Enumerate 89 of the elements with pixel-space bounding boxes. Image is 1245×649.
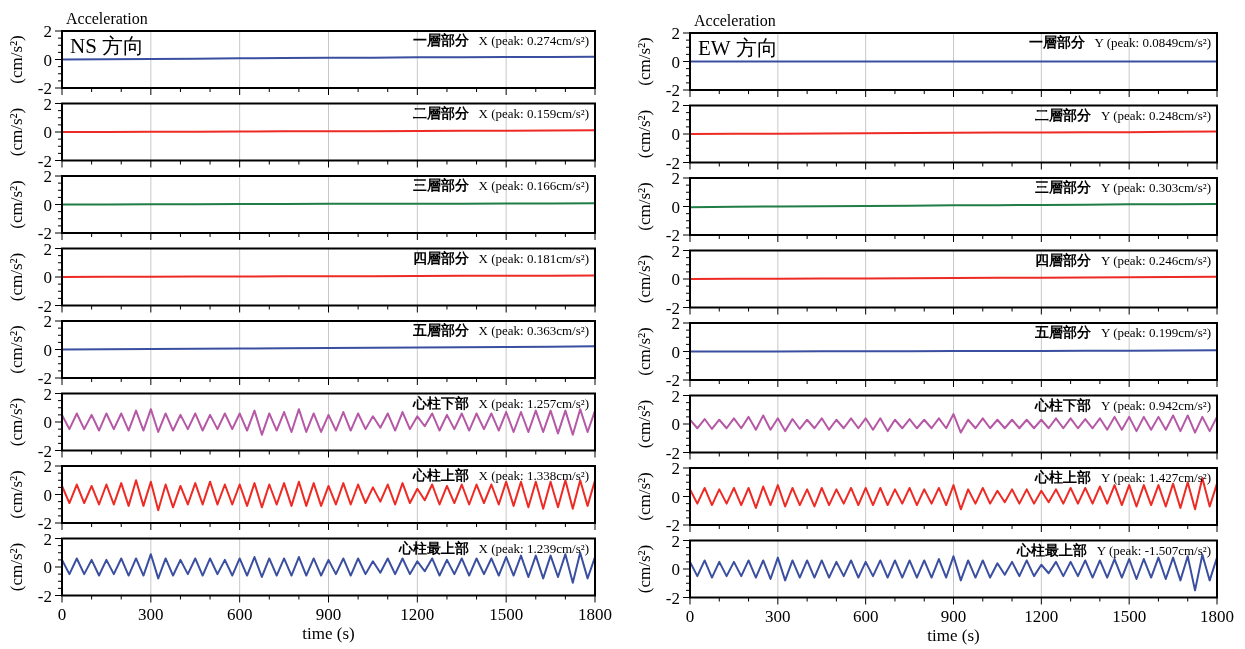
x-tick-label: 900	[315, 604, 342, 624]
annotation: X (peak: 1.239cm/s²)	[478, 540, 589, 556]
x-tick-label: 0	[57, 604, 67, 624]
y-axis-title: (cm/s²)	[7, 470, 26, 519]
annotation: Y (peak: 0.199cm/s²)	[1101, 325, 1211, 340]
y-tick-label: 0	[43, 413, 52, 432]
x-tick-label: 0	[685, 606, 695, 626]
y-axis-title: (cm/s²)	[7, 252, 26, 302]
annotation: X (peak: 0.274cm/s²)	[478, 33, 589, 48]
annotation: 三層部分	[1035, 179, 1093, 195]
y-axis-title: (cm/s²)	[7, 180, 26, 229]
annotation: X (peak: 0.181cm/s²)	[478, 250, 589, 266]
y-axis-title: (cm/s²)	[7, 35, 26, 84]
y-axis-title: (cm/s²)	[7, 325, 26, 374]
annotation: 心柱最上部	[397, 539, 469, 556]
annotation: X (peak: 0.159cm/s²)	[478, 105, 589, 121]
annotation: Y (peak: 0.942cm/s²)	[1101, 397, 1211, 413]
chart-title: Acceleration	[694, 12, 776, 29]
annotation: 五層部分	[1034, 324, 1093, 340]
x-tick-label: 1200	[400, 604, 435, 624]
annotation: 四層部分	[1035, 251, 1093, 268]
y-tick-label: 0	[671, 342, 680, 362]
x-tick-label: 1500	[489, 604, 524, 624]
y-tick-label: 0	[671, 415, 680, 434]
y-axis-title: (cm/s²)	[635, 472, 654, 521]
annotation: X (peak: 1.338cm/s²)	[478, 468, 589, 483]
annotation: 心柱上部	[411, 467, 469, 483]
annotation: X (peak: 0.166cm/s²)	[478, 178, 589, 193]
x-tick-label: 1800	[1200, 606, 1234, 626]
annotation: 二層部分	[412, 104, 470, 121]
y-tick-label: 0	[671, 270, 680, 289]
y-axis-title: (cm/s²)	[635, 109, 654, 159]
y-tick-label: 0	[43, 268, 52, 287]
y-tick-label: 0	[43, 50, 52, 70]
y-axis-title: (cm/s²)	[635, 544, 654, 594]
y-axis-title: (cm/s²)	[635, 37, 654, 86]
y-tick-label: 0	[43, 485, 52, 505]
y-tick-label: 0	[43, 558, 52, 577]
y-tick-label: 0	[43, 195, 52, 215]
annotation: 心柱下部	[411, 394, 469, 411]
annotation: 心柱最上部	[1015, 541, 1087, 558]
annotation: Y (peak: 0.246cm/s²)	[1101, 252, 1211, 268]
annotation: Y (peak: 0.0849cm/s²)	[1094, 35, 1211, 50]
x-tick-label: 1200	[1024, 606, 1059, 626]
x-axis-title: time (s)	[927, 625, 980, 645]
annotation: 心柱上部	[1034, 469, 1092, 485]
annotation: 一層部分	[1028, 34, 1086, 50]
annotation: EW 方向	[698, 36, 778, 60]
chart-title: Acceleration	[66, 10, 148, 27]
annotation: Y (peak: 0.248cm/s²)	[1101, 107, 1211, 123]
x-axis-title: time (s)	[302, 623, 355, 643]
y-axis-title: (cm/s²)	[635, 254, 654, 304]
y-tick-label: 0	[671, 487, 680, 507]
annotation: Y (peak: -1.507cm/s²)	[1096, 542, 1211, 558]
annotation: 四層部分	[412, 249, 470, 266]
y-tick-label: -2	[37, 586, 52, 606]
y-axis-title: (cm/s²)	[635, 182, 654, 231]
x-tick-label: 300	[138, 604, 164, 624]
annotation: X (peak: 1.257cm/s²)	[478, 395, 589, 411]
y-tick-label: 0	[671, 125, 680, 144]
x-tick-label: 300	[765, 606, 791, 626]
y-axis-title: (cm/s²)	[7, 107, 26, 157]
y-tick-label: 2	[43, 22, 52, 41]
y-tick-label: -2	[665, 588, 680, 608]
y-tick-label: 0	[671, 197, 680, 217]
y-axis-title: (cm/s²)	[635, 327, 654, 376]
x-tick-label: 600	[852, 606, 879, 626]
annotation: Y (peak: 1.427cm/s²)	[1101, 470, 1211, 485]
y-tick-label: 0	[671, 52, 680, 72]
x-tick-label: 900	[940, 606, 967, 626]
y-axis-title: (cm/s²)	[7, 397, 26, 447]
annotation: 一層部分	[412, 32, 470, 48]
annotation: 五層部分	[411, 322, 470, 338]
y-tick-label: 0	[43, 340, 52, 360]
y-tick-label: 2	[671, 24, 680, 43]
annotation: 二層部分	[1035, 106, 1093, 123]
y-axis-title: (cm/s²)	[7, 542, 26, 592]
y-tick-label: 0	[671, 560, 680, 579]
y-axis-title: (cm/s²)	[635, 399, 654, 449]
annotation: 心柱下部	[1034, 396, 1092, 413]
y-tick-label: 0	[43, 123, 52, 142]
annotation: X (peak: 0.363cm/s²)	[478, 323, 589, 338]
annotation: 三層部分	[412, 177, 470, 193]
x-tick-label: 1800	[578, 604, 612, 624]
annotation: NS 方向	[70, 34, 145, 58]
line-series	[690, 413, 1217, 434]
x-tick-label: 600	[226, 604, 253, 624]
annotation: Y (peak: 0.303cm/s²)	[1101, 180, 1211, 195]
x-tick-label: 1500	[1112, 606, 1147, 626]
